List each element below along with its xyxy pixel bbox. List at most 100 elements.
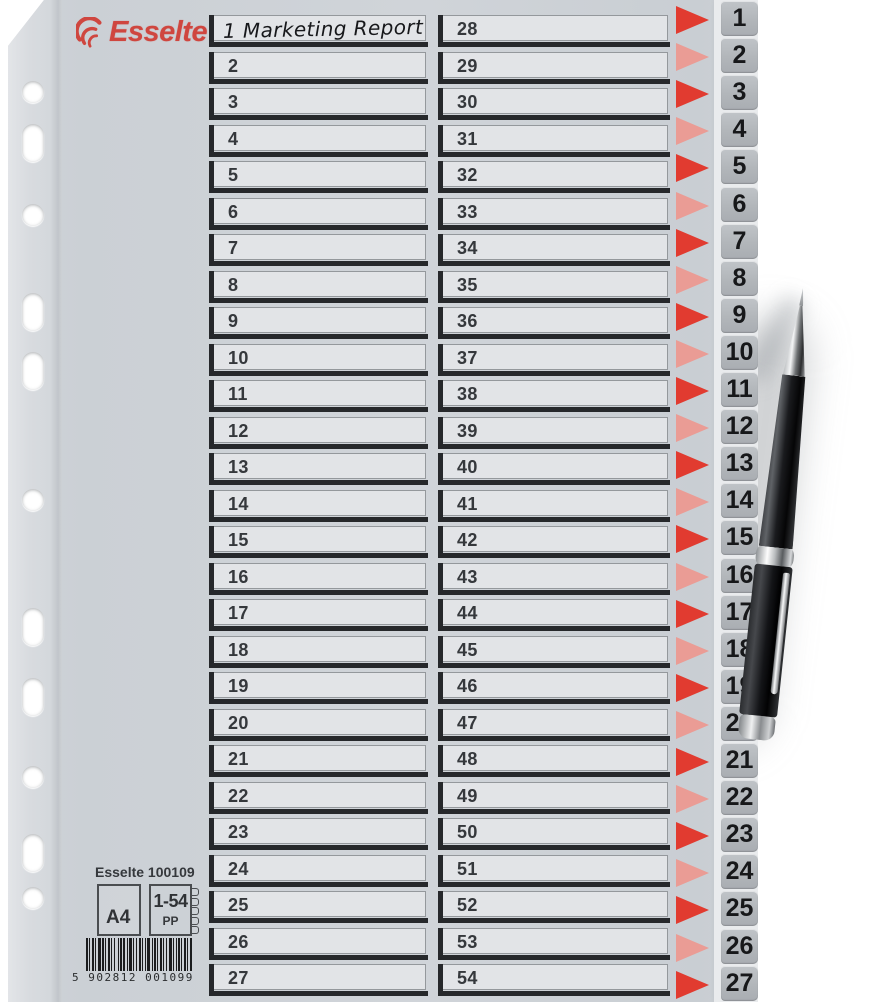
field-text: 33 (457, 201, 478, 222)
barcode-bar (139, 938, 141, 971)
barcode-bar (178, 938, 180, 971)
index-tab: 27 (721, 965, 758, 1001)
barcode-bar (86, 938, 88, 971)
field-text: 15 (228, 530, 249, 550)
pointer-arrow (676, 636, 709, 665)
tab-number: 5 (732, 152, 747, 181)
tab-number: 6 (732, 189, 747, 218)
barcode-bar (187, 938, 188, 971)
field-text: 7 (228, 238, 239, 258)
product-code-label: Esselte 100109 (95, 864, 195, 880)
pointer-arrow (676, 673, 709, 702)
tab-number: 13 (725, 449, 754, 478)
pointer-arrow (676, 970, 709, 999)
pointer-arrow (676, 302, 709, 331)
label-field-right: 38 (438, 380, 670, 412)
barcode-bar (145, 938, 146, 971)
pointer-arrow (676, 80, 709, 109)
pointer-arrow (676, 414, 709, 443)
format-label: A4 (106, 907, 131, 928)
punch-hole (22, 766, 44, 788)
tab-number: 8 (732, 263, 747, 292)
barcode-bar (160, 938, 162, 971)
tab-number: 7 (732, 226, 747, 255)
barcode-bar (173, 938, 174, 971)
range-label: 1-54 (153, 891, 188, 911)
field-text: 30 (457, 92, 478, 112)
label-field-right: 34 (438, 234, 670, 266)
label-field-right: 36 (438, 307, 670, 339)
field-text: 12 (228, 420, 249, 441)
punch-hole (22, 81, 44, 103)
index-tab: 14 (721, 483, 758, 519)
index-tab: 5 (721, 149, 758, 185)
field-text: 53 (457, 931, 478, 952)
label-field-right: 30 (438, 88, 670, 120)
barcode: 5 902812 001099 (72, 938, 202, 986)
barcode-bar (120, 938, 122, 971)
pointer-arrow (676, 339, 709, 368)
label-field-left: 9 (209, 307, 428, 339)
index-tab: 7 (721, 223, 758, 259)
tab-number: 11 (726, 375, 753, 403)
tab-mark (190, 916, 199, 925)
field-text: 49 (457, 785, 478, 806)
label-field-right: 43 (438, 562, 670, 595)
punch-hole (22, 489, 44, 511)
esselte-swirl-icon (76, 16, 102, 48)
field-text: 20 (228, 712, 249, 733)
tab-number: 26 (725, 931, 754, 960)
field-text: 3 (228, 92, 239, 112)
field-text: 23 (228, 822, 249, 842)
label-field-right: 32 (438, 161, 670, 193)
barcode-bars (86, 938, 194, 971)
index-tab: 16 (721, 557, 758, 593)
field-text: 41 (457, 493, 478, 514)
barcode-bar (129, 938, 132, 971)
tab-number: 10 (725, 337, 754, 366)
pointer-arrow (676, 191, 709, 220)
field-text: 32 (457, 165, 478, 185)
pointer-arrow (676, 228, 709, 257)
punch-hole (22, 204, 44, 226)
label-field-right: 40 (438, 453, 670, 485)
tab-number: 21 (725, 746, 754, 774)
label-field-right: 39 (438, 416, 670, 449)
label-field-left: 6 (209, 197, 428, 230)
field-text: 14 (228, 493, 249, 514)
pen-cone (783, 305, 812, 377)
index-tab: 23 (721, 817, 758, 853)
tab-strip: 1234567891011121314151617181920212223242… (714, 0, 758, 1002)
label-field-left: 3 (209, 88, 428, 120)
label-field-right: 50 (438, 818, 670, 850)
pointer-arrow (676, 377, 709, 405)
index-tab: 10 (721, 334, 758, 370)
pointer-arrow (676, 748, 709, 776)
label-field-right: 35 (438, 270, 670, 303)
label-field-right: 44 (438, 599, 670, 631)
punch-hole (22, 124, 44, 162)
pointer-arrow (676, 562, 709, 591)
label-field-right: 46 (438, 672, 670, 704)
index-tab: 11 (721, 372, 758, 407)
index-tab: 24 (721, 854, 758, 890)
index-tab: 3 (721, 75, 758, 111)
pointer-arrow (676, 6, 709, 34)
label-field-right: 29 (438, 51, 670, 84)
label-field-right: 45 (438, 635, 670, 668)
label-field-right: 28 (438, 15, 670, 47)
field-text: 1 Marketing Report (222, 14, 424, 43)
index-tab: 13 (721, 446, 758, 482)
barcode-bar (102, 938, 104, 971)
barcode-bar (92, 938, 94, 971)
barcode-bar (181, 938, 182, 971)
index-tab: 4 (721, 112, 758, 148)
punch-hole (22, 678, 44, 716)
barcode-bar (142, 938, 143, 971)
pointer-arrow (676, 525, 709, 554)
label-field-left: 7 (209, 234, 428, 266)
label-field-left: 21 (209, 745, 428, 777)
barcode-bar (95, 938, 96, 971)
material-label: PP (162, 914, 179, 928)
label-field-left: 4 (209, 124, 428, 157)
